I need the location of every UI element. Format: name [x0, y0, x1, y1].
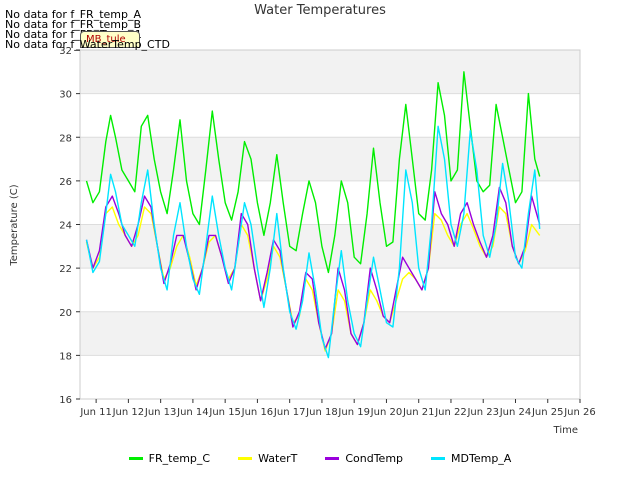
x-tick-label: Jun 20 [370, 407, 403, 418]
y-tick-label: 20 [59, 308, 72, 319]
y-tick-label: 18 [59, 351, 72, 362]
legend-item-condtemp: CondTemp [325, 452, 403, 465]
no-data-note-1: No data for f_FR_temp_A [5, 8, 141, 21]
x-tick-label: Jun 26 [563, 407, 596, 418]
legend-label: WaterT [258, 452, 298, 465]
no-data-note-3: No data for f_FD_Temp_1 [5, 28, 142, 41]
x-tick-label: Jun 13 [144, 407, 177, 418]
grid-band [80, 50, 580, 94]
y-tick-label: 30 [59, 90, 72, 101]
y-tick-label: 16 [59, 395, 72, 406]
legend-swatch [128, 457, 143, 460]
y-tick-label: 24 [59, 221, 72, 232]
x-tick-label: Jun 17 [273, 407, 306, 418]
site-badge: MB_tule [80, 31, 140, 48]
x-tick-label: Jun 24 [499, 407, 532, 418]
legend-swatch [431, 457, 446, 460]
x-tick-label: Jun 14 [176, 407, 209, 418]
x-tick-label: Jun 23 [466, 407, 499, 418]
x-tick-label: Jun 15 [208, 407, 241, 418]
legend-label: FR_temp_C [148, 452, 211, 465]
series-line-mdtemp-a [85, 125, 541, 359]
y-tick-label: 32 [59, 46, 72, 57]
legend-label: MDTemp_A [451, 452, 512, 465]
grid-band [80, 137, 580, 181]
legend-item-mdtemp-a: MDTemp_A [431, 452, 511, 465]
x-tick-label: Jun 11 [79, 407, 112, 418]
x-tick-label: Jun 18 [305, 407, 338, 418]
legend-item-fr-temp-c: FR_temp_C [128, 452, 211, 465]
y-tick-label: 22 [59, 264, 72, 275]
x-tick-label: Jun 25 [531, 407, 564, 418]
no-data-note-4: No data for f_WaterTemp_CTD [5, 38, 170, 51]
y-axis-label: Temperature (C) [9, 184, 20, 266]
x-tick-label: Jun 21 [402, 407, 435, 418]
legend: FR_temp_C WaterT CondTemp MDTemp_A [0, 452, 640, 465]
legend-swatch [238, 457, 253, 460]
x-axis-label: Time [553, 425, 578, 436]
no-data-note-2: No data for f_FR_temp_B [5, 18, 142, 31]
y-tick-label: 28 [59, 133, 72, 144]
x-tick-label: Jun 12 [112, 407, 145, 418]
legend-swatch [325, 457, 340, 460]
chart-title: Water Temperatures [254, 3, 386, 18]
x-tick-label: Jun 22 [434, 407, 467, 418]
y-tick-label: 26 [59, 177, 72, 188]
series-line-fr-temp-c [85, 71, 541, 274]
legend-label: CondTemp [345, 452, 404, 465]
x-tick-label: Jun 19 [337, 407, 370, 418]
legend-item-watert: WaterT [238, 452, 297, 465]
x-tick-label: Jun 16 [241, 407, 274, 418]
